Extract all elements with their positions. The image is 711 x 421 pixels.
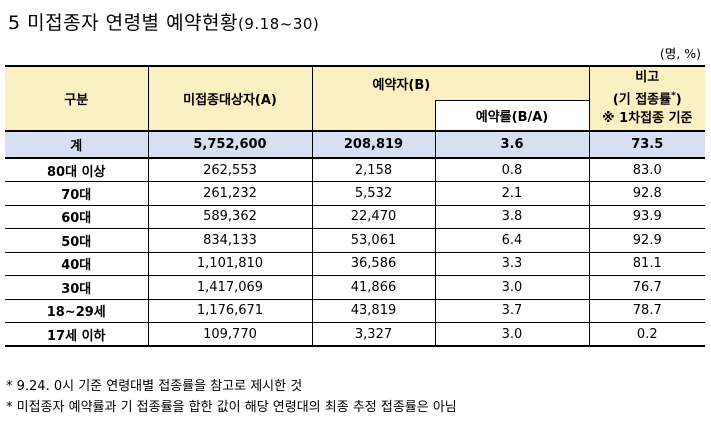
table-subheader-row: 예약률(B/A) [5,99,705,132]
total-note: 73.5 [588,130,706,159]
note-star: * [671,91,676,102]
row-age: 60대 [5,204,149,229]
table-header-row: 구분 미접종대상자(A) 예약자(B) 비고 (기 접종률*) ※ 1차접종 기… [5,65,706,132]
header-group: 구분 [5,65,149,132]
row-note: 83.0 [588,157,706,182]
row-note: 78.7 [588,298,706,323]
row-reserved: 3,327 [311,322,436,347]
row-age: 30대 [5,275,149,300]
row-rate: 3.8 [434,204,590,229]
row-unvaccinated: 1,417,069 [147,275,313,300]
row-unvaccinated: 1,176,671 [147,298,313,323]
row-reserved: 22,470 [311,204,436,229]
page-title: 5 미접종자 연령별 예약현황(9.18~30) [8,8,319,35]
row-note: 92.8 [588,181,706,206]
row-rate: 3.7 [434,298,590,323]
table-row: 18~29세 1,176,671 43,819 3.7 78.7 [5,298,706,323]
row-reserved: 41,866 [311,275,436,300]
row-age: 70대 [5,181,149,206]
row-rate: 6.4 [434,228,590,253]
total-rate: 3.6 [434,130,590,159]
row-note: 92.9 [588,228,706,253]
header-rate: 예약률(B/A) [434,99,590,132]
row-rate: 2.1 [434,181,590,206]
row-unvaccinated: 1,101,810 [147,251,313,276]
total-label: 계 [5,130,149,159]
table-row: 30대 1,417,069 41,866 3.0 76.7 [5,275,706,300]
row-age: 40대 [5,251,149,276]
header-unvaccinated: 미접종대상자(A) [147,65,313,132]
row-rate: 3.0 [434,275,590,300]
header-note-line2: ※ 1차접종 기준 [601,110,693,126]
table-row: 70대 261,232 5,532 2.1 92.8 [5,181,706,206]
header-note: 비고 (기 접종률*) ※ 1차접종 기준 [588,65,706,132]
reservation-table: 구분 미접종대상자(A) 예약자(B) 비고 (기 접종률*) ※ 1차접종 기… [5,65,706,347]
row-note: 76.7 [588,275,706,300]
row-rate: 0.8 [434,157,590,182]
header-note-line1: (기 접종률*) [612,91,682,108]
total-row: 계 5,752,600 208,819 3.6 73.5 [5,130,706,159]
header-reserved-spacer [312,100,436,132]
row-age: 50대 [5,228,149,253]
row-note: 81.1 [588,251,706,276]
row-note: 93.9 [588,204,706,229]
footnotes: * 9.24. 0시 기준 연령대별 접종률을 참고로 제시한 것 * 미접종자… [6,376,457,418]
header-note-title: 비고 [635,70,660,86]
row-age: 17세 이하 [5,322,149,347]
header-reserved: 예약자(B) [311,65,590,100]
table-row: 40대 1,101,810 36,586 3.3 81.1 [5,251,706,276]
row-unvaccinated: 834,133 [147,228,313,253]
row-age: 80대 이상 [5,157,149,182]
row-unvaccinated: 262,553 [147,157,313,182]
title-main: 5 미접종자 연령별 예약현황 [8,12,238,34]
total-reserved: 208,819 [311,130,436,159]
row-note: 0.2 [588,322,706,347]
table-row: 80대 이상 262,553 2,158 0.8 83.0 [5,157,706,182]
table-row: 60대 589,362 22,470 3.8 93.9 [5,204,706,229]
total-unvaccinated: 5,752,600 [147,130,313,159]
row-unvaccinated: 109,770 [147,322,313,347]
row-reserved: 2,158 [311,157,436,182]
row-age: 18~29세 [5,298,149,323]
row-reserved: 53,061 [311,228,436,253]
table-row: 17세 이하 109,770 3,327 3.0 0.2 [5,322,706,347]
footnote-2: * 미접종자 예약률과 기 접종률을 합한 값이 해당 연령대의 최종 추정 접… [6,400,457,415]
title-period: (9.18~30) [238,15,320,33]
row-unvaccinated: 261,232 [147,181,313,206]
row-rate: 3.3 [434,251,590,276]
row-rate: 3.0 [434,322,590,347]
table-row: 50대 834,133 53,061 6.4 92.9 [5,228,706,253]
row-reserved: 5,532 [311,181,436,206]
row-reserved: 43,819 [311,298,436,323]
unit-label: (명, %) [659,46,701,61]
footnote-1: * 9.24. 0시 기준 연령대별 접종률을 참고로 제시한 것 [6,379,303,394]
row-reserved: 36,586 [311,251,436,276]
row-unvaccinated: 589,362 [147,204,313,229]
